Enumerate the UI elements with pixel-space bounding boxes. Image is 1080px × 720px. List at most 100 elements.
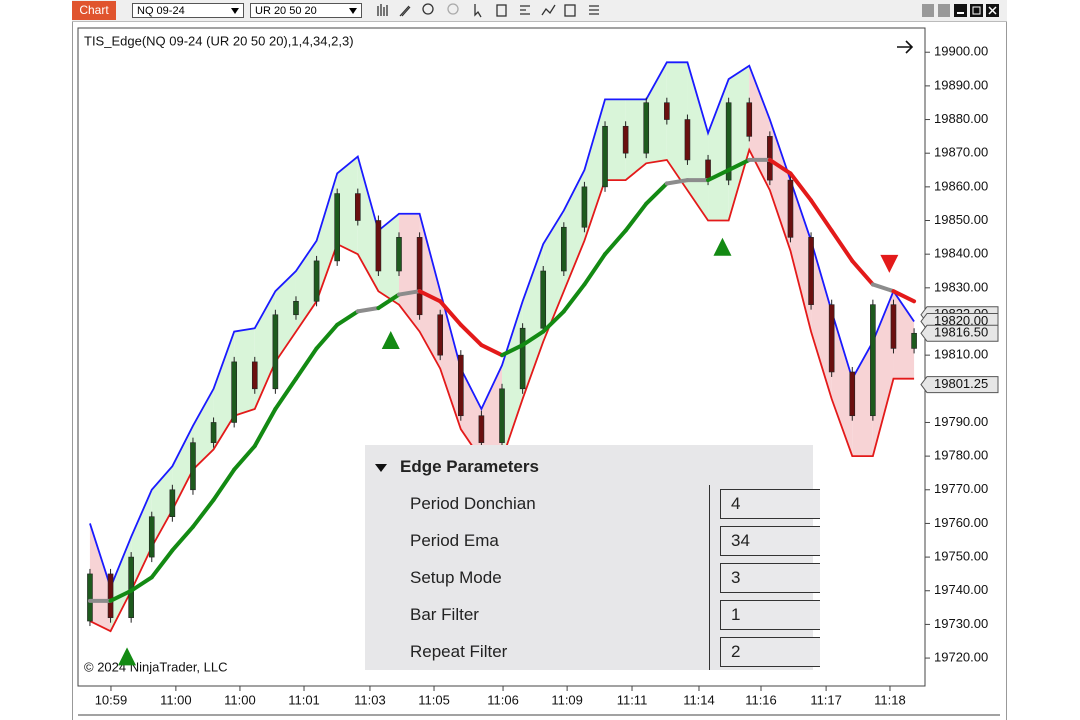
y-tick-label: 19850.00 — [934, 212, 988, 227]
y-tick-label: 19810.00 — [934, 347, 988, 362]
parameter-label: Repeat Filter — [410, 642, 508, 661]
x-tick-label: 11:00 — [224, 692, 256, 707]
tile-button[interactable] — [938, 4, 950, 17]
band-fill — [831, 311, 853, 457]
y-tick-label: 19890.00 — [934, 77, 988, 92]
candle — [375, 220, 382, 272]
tile-button[interactable] — [922, 4, 934, 17]
ema-line — [582, 252, 608, 287]
band-fill — [728, 65, 750, 221]
maximize-glyph — [972, 6, 981, 15]
band-fill — [872, 291, 894, 457]
chart-title: TIS_Edge(NQ 09-24 (UR 20 50 20),1,4,34,2… — [84, 33, 354, 48]
bar-type-select[interactable]: UR 20 50 20 — [250, 3, 362, 18]
parameter-value[interactable]: 34 — [720, 526, 820, 556]
upper-band — [89, 61, 915, 591]
band-fill — [172, 425, 193, 510]
properties-icon[interactable] — [589, 5, 599, 15]
data-box-icon[interactable] — [496, 4, 507, 17]
close-glyph — [988, 6, 997, 15]
candle — [664, 102, 670, 120]
copyright: © 2024 NinjaTrader, LLC — [84, 659, 228, 674]
band-fill — [625, 99, 647, 181]
candle — [911, 332, 917, 349]
parameter-value[interactable]: 3 — [720, 563, 820, 593]
band-fill — [605, 99, 626, 181]
ema-line — [664, 178, 690, 186]
candle — [313, 260, 320, 302]
x-tick-label: 11:00 — [160, 692, 192, 707]
draw-icon[interactable] — [399, 5, 411, 17]
pointer-icon[interactable] — [474, 4, 482, 18]
indicator-icon[interactable] — [541, 4, 556, 16]
x-tick-label: 11:16 — [745, 692, 777, 707]
candle — [437, 314, 444, 356]
ema-line — [829, 228, 855, 263]
parameter-value[interactable]: 4 — [720, 489, 820, 519]
band-fill — [502, 301, 523, 460]
band-fill — [481, 365, 503, 460]
band-fill — [234, 328, 255, 416]
x-tick-label: 11:09 — [551, 692, 583, 707]
candle — [251, 361, 258, 390]
ema-line — [809, 198, 834, 233]
candle — [87, 573, 93, 622]
band-fill — [316, 173, 338, 302]
ema-line — [623, 201, 649, 233]
template-icon[interactable] — [520, 5, 530, 15]
ema-line — [232, 444, 257, 472]
x-tick-label: 11:18 — [874, 692, 906, 707]
band-fill — [357, 156, 379, 292]
parameter-label: Bar Filter — [410, 605, 479, 624]
ema-line — [458, 322, 484, 348]
ema-line — [170, 524, 195, 553]
price-label-box — [920, 376, 999, 394]
candle — [231, 361, 237, 423]
x-tick-label: 11:05 — [418, 692, 450, 707]
parameters-panel: Edge Parameters Period Donchian 4 Period E… — [365, 445, 820, 671]
y-tick-label: 19780.00 — [934, 448, 988, 463]
band-fill — [563, 170, 585, 292]
candle — [354, 193, 361, 221]
toolbar: Chart NQ 09-24 UR 20 50 20 — [72, 0, 1007, 22]
parameter-row: Setup Mode 3 — [365, 560, 820, 597]
candle — [210, 422, 217, 443]
toolbar-icons — [377, 3, 599, 18]
parameter-row: Period Donchian 4 — [365, 486, 820, 523]
ema-line — [603, 228, 628, 257]
scroll-arrow[interactable] — [897, 40, 914, 54]
ema-line — [520, 329, 546, 348]
candle — [787, 179, 794, 238]
parameter-label: Period Ema — [410, 531, 499, 550]
parameter-value[interactable]: 1 — [720, 600, 820, 630]
band-fill — [646, 62, 667, 164]
y-tick-label: 19880.00 — [934, 111, 988, 126]
signal-arrow — [880, 254, 899, 273]
band-fill — [769, 119, 791, 251]
instrument-select[interactable]: NQ 09-24 — [132, 3, 244, 18]
bars-icon[interactable] — [377, 4, 388, 16]
candle — [622, 125, 629, 154]
parameter-row: Repeat Filter 2 — [365, 634, 820, 671]
candle — [416, 237, 423, 316]
zoom-in-icon[interactable] — [422, 3, 434, 15]
ema-line — [438, 299, 463, 327]
band-fill — [584, 99, 606, 241]
y-tick-label: 19860.00 — [934, 178, 988, 193]
parameter-row: Bar Filter 1 — [365, 597, 820, 634]
chart-button[interactable]: Chart — [72, 1, 116, 20]
candle — [828, 304, 835, 373]
zoom-out-icon[interactable] — [447, 3, 459, 15]
parameter-value[interactable]: 2 — [720, 637, 820, 667]
ema-line — [479, 343, 505, 358]
candle — [334, 193, 340, 262]
window-controls — [922, 4, 999, 17]
plot-area — [87, 61, 917, 666]
ema-line — [788, 171, 814, 203]
strategy-icon[interactable] — [564, 4, 576, 17]
ema-line — [293, 346, 319, 381]
band-fill — [893, 291, 915, 379]
y-tick-label: 19750.00 — [934, 549, 988, 564]
ema-line — [706, 168, 731, 183]
collapse-toggle[interactable] — [375, 464, 387, 478]
